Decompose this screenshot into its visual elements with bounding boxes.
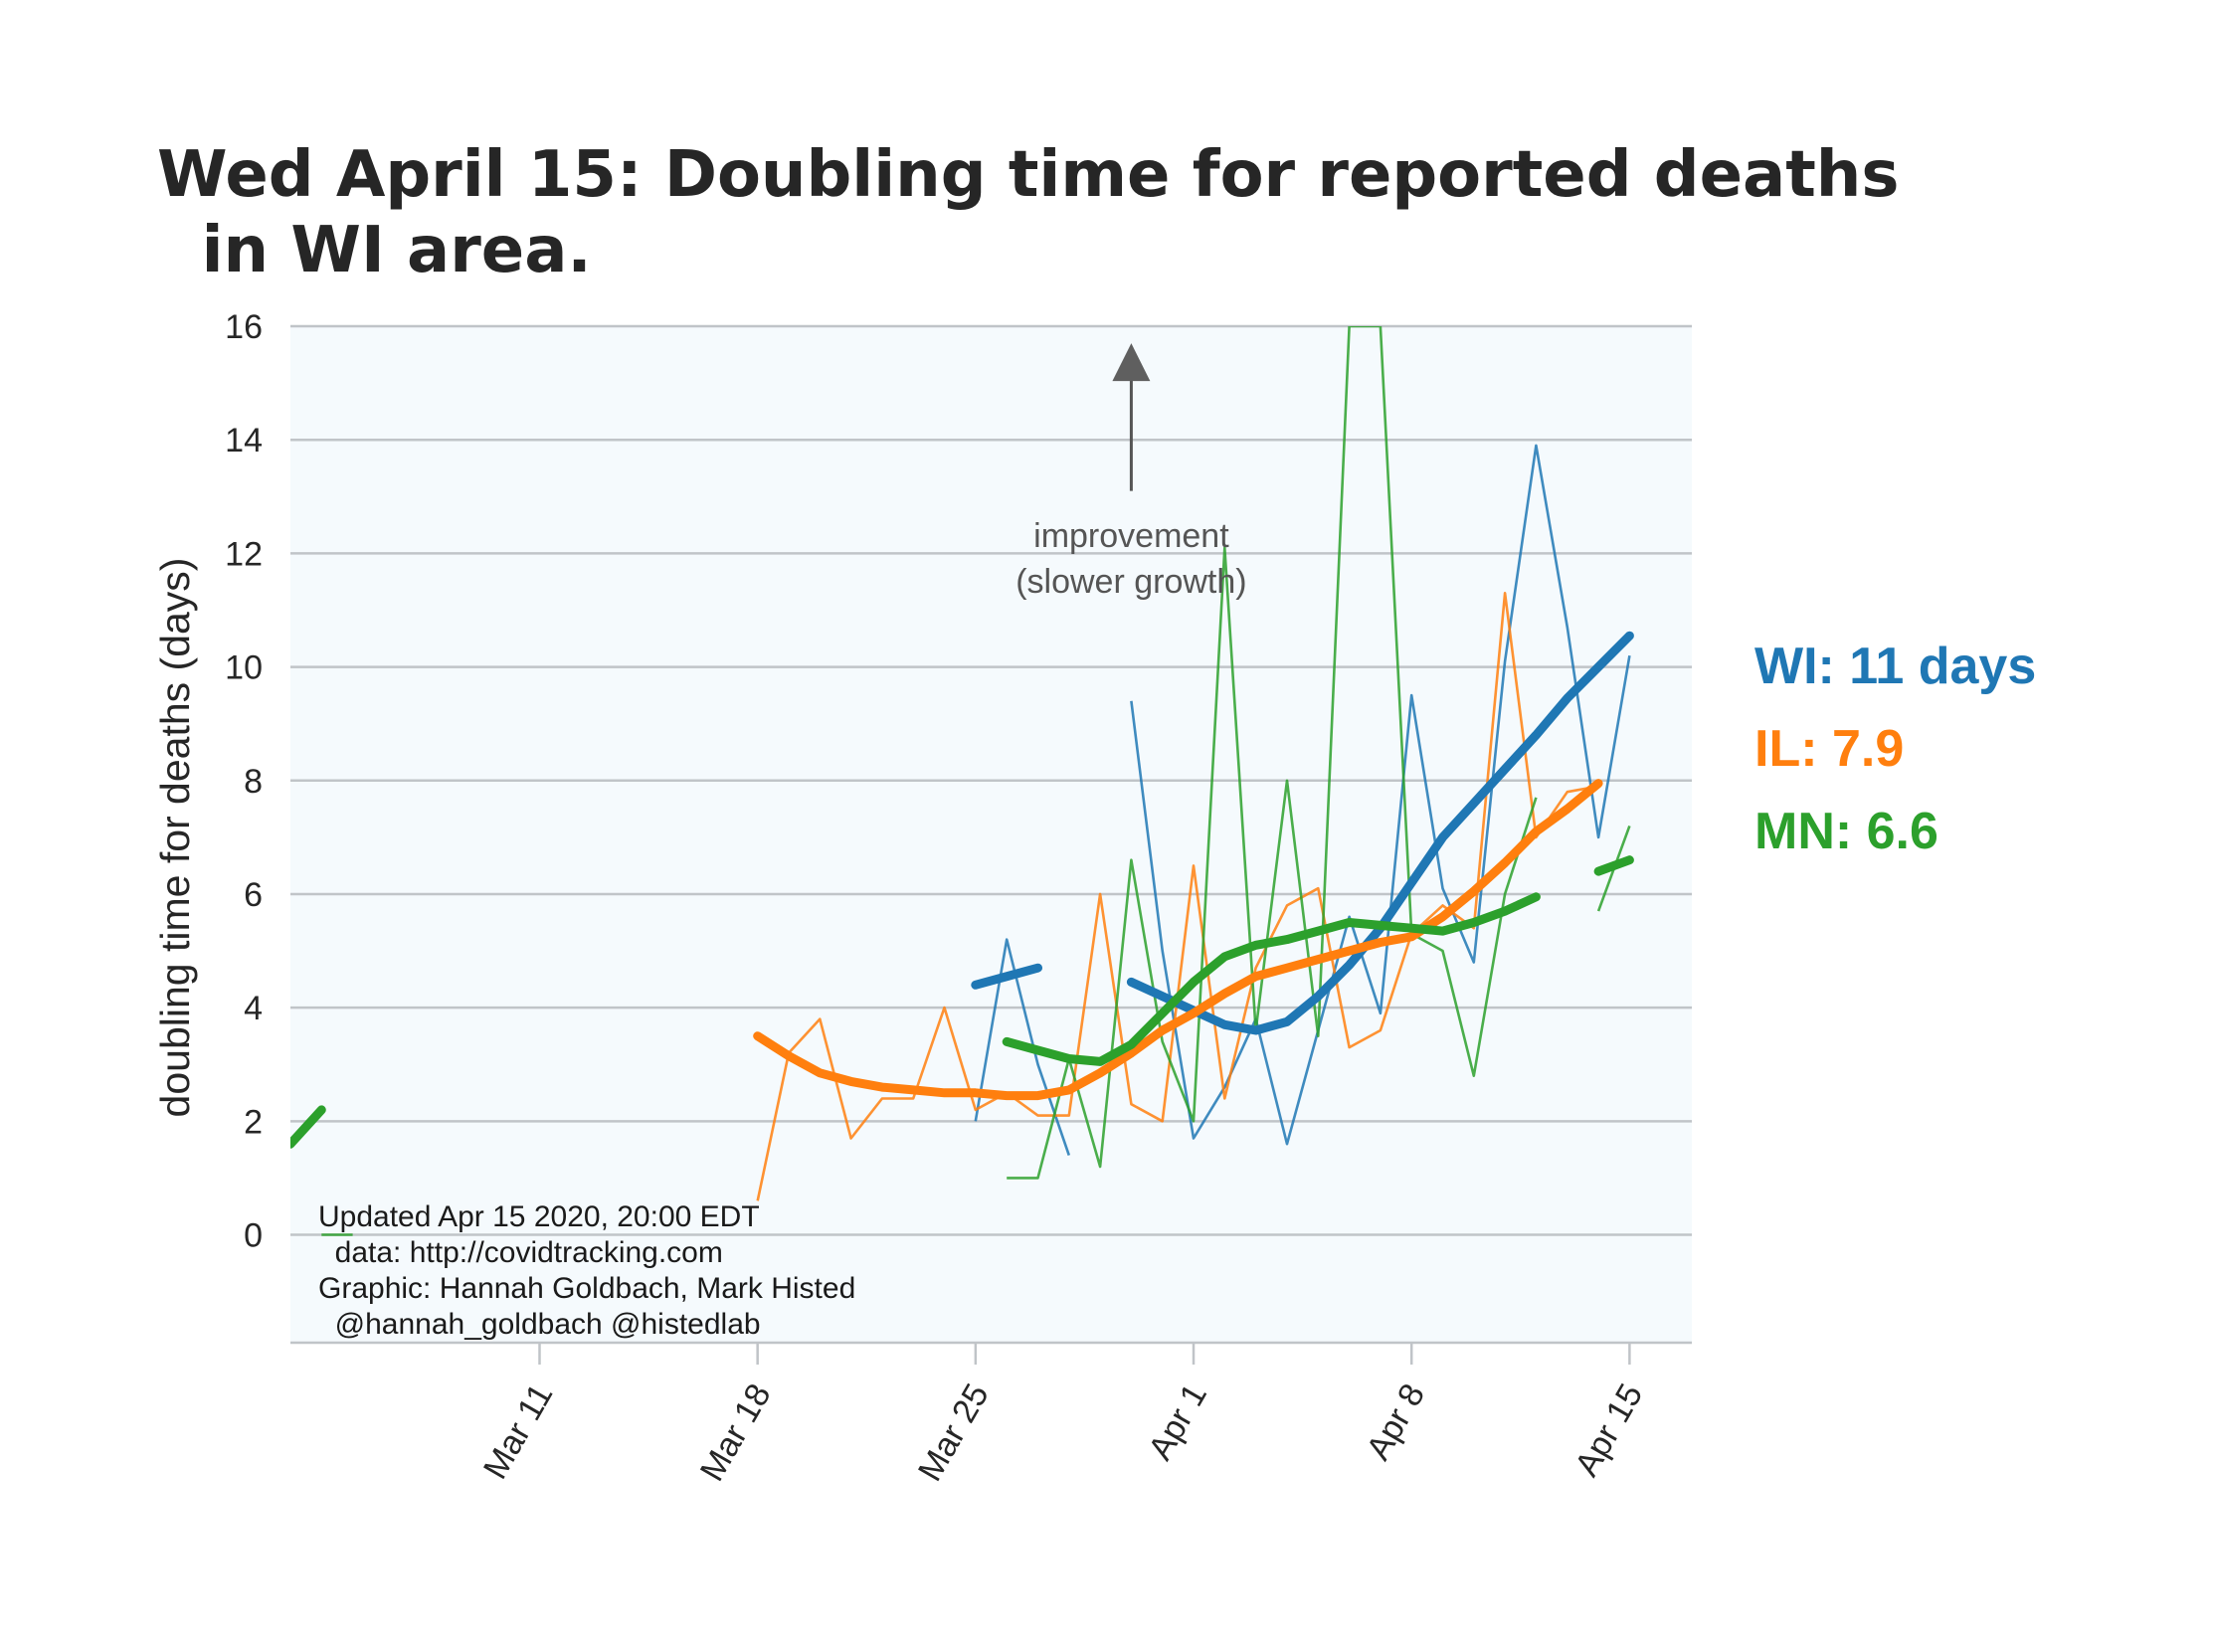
legend: WI: 11 days IL: 7.9 MN: 6.6: [1754, 638, 2036, 860]
y-tick-label: 2: [244, 1103, 263, 1141]
credits: Updated Apr 15 2020, 20:00 EDT data: htt…: [318, 1200, 855, 1341]
legend-entry-wi: WI: 11 days: [1754, 638, 2036, 695]
credit-line: Graphic: Hannah Goldbach, Mark Histed: [318, 1272, 855, 1305]
legend-entry-mn: MN: 6.6: [1754, 803, 1938, 860]
annotation-text: improvement: [1033, 517, 1229, 555]
x-tick-label: Apr 15: [1568, 1377, 1650, 1483]
x-tick-label: Mar 25: [911, 1377, 997, 1488]
y-tick-label: 4: [244, 990, 263, 1027]
y-tick-label: 16: [225, 308, 263, 346]
mn-smoothed-line-1: [1002, 892, 1541, 1066]
annotation-arrow-head: [1112, 343, 1151, 382]
wi-raw-line-1: [1130, 444, 1631, 1146]
y-tick-label: 12: [225, 535, 263, 573]
mn-smoothed-line-2: [1593, 855, 1634, 876]
x-tick-label: Mar 11: [476, 1377, 561, 1485]
x-axis: Mar 11 Mar 18 Mar 25 Apr 1 Apr 8 Apr 15: [476, 1343, 1650, 1488]
annotation-text: (slower growth): [1015, 563, 1246, 601]
wi-smoothed-line-0: [971, 963, 1042, 990]
credit-line: data: http://covidtracking.com: [318, 1236, 723, 1269]
smoothed-series: [290, 631, 1634, 1149]
gridlines: [290, 324, 1692, 1236]
wi-raw-line-0: [974, 938, 1071, 1157]
y-tick-label: 6: [244, 876, 263, 914]
y-tick-label: 10: [225, 649, 263, 687]
legend-entry-il: IL: 7.9: [1754, 720, 1904, 778]
chart-title: Wed April 15: Doubling time for reported…: [157, 138, 1900, 287]
improvement-annotation: improvement (slower growth): [1015, 343, 1247, 601]
mn-raw-line-1: [1007, 326, 1538, 1180]
y-axis-label: doubling time for deaths (days): [152, 558, 198, 1118]
y-tick-label: 8: [244, 763, 263, 801]
x-tick-label: Apr 8: [1360, 1377, 1433, 1466]
il-smoothed-line-0: [753, 779, 1603, 1101]
y-tick-label: 0: [244, 1217, 263, 1255]
y-tick-label: 14: [225, 422, 263, 459]
x-tick-label: Mar 18: [693, 1377, 779, 1488]
x-tick-label: Apr 1: [1141, 1377, 1214, 1466]
plot-area: [290, 326, 1692, 1343]
credit-line: @hannah_goldbach @histedlab: [318, 1308, 761, 1341]
y-axis: 0 2 4 6 8 10 12 14 16: [225, 308, 263, 1255]
credit-line: Updated Apr 15 2020, 20:00 EDT: [318, 1200, 760, 1233]
mn-smoothed-line-0: [290, 1105, 326, 1149]
